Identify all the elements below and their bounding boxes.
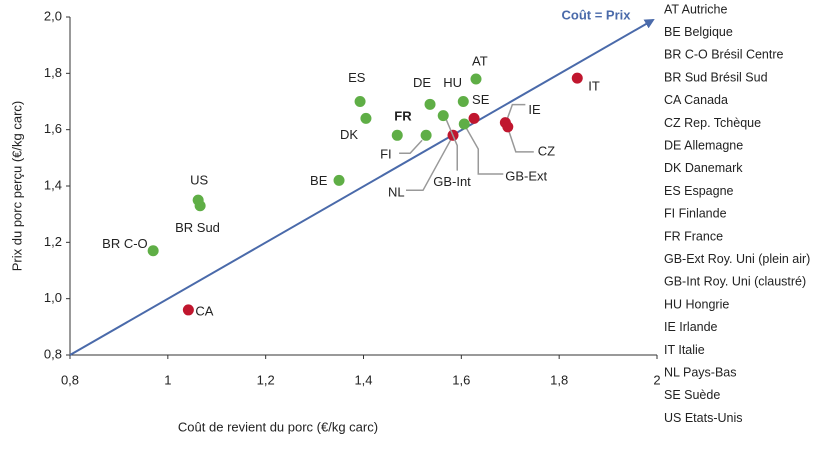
x-tick-label: 0,8 — [61, 372, 79, 387]
legend-entry: NL Pays-Bas — [664, 365, 736, 379]
x-tick-label: 1,6 — [452, 372, 470, 387]
y-tick-label: 2,0 — [44, 8, 62, 23]
point — [458, 118, 470, 130]
point-label: AT — [472, 53, 488, 68]
legend-entry: DE Allemagne — [664, 138, 743, 152]
point-label: DE — [413, 75, 431, 90]
point-label: ES — [348, 70, 366, 85]
y-tick-label: 1,6 — [44, 121, 62, 136]
y-tick-label: 1,4 — [44, 177, 62, 192]
legend-entry: IE Irlande — [664, 320, 718, 334]
point-label: BE — [310, 173, 328, 188]
point — [333, 174, 345, 186]
legend-entry: CZ Rep. Tchèque — [664, 116, 761, 130]
legend-entry: GB-Ext Roy. Uni (plein air) — [664, 252, 810, 266]
legend-entry: FI Finlande — [664, 207, 727, 221]
x-tick-label: 1,2 — [257, 372, 275, 387]
x-axis-title: Coût de revient du porc (€/kg carc) — [178, 419, 378, 434]
point-label: GB-Int — [433, 174, 471, 189]
point — [468, 112, 480, 124]
point — [391, 129, 403, 141]
x-tick-label: 1 — [164, 372, 171, 387]
legend-entry: IT Italie — [664, 343, 705, 357]
point — [470, 73, 482, 85]
point — [457, 96, 469, 107]
point-label: FI — [380, 147, 392, 162]
y-tick-label: 1,0 — [44, 290, 62, 305]
leader-line — [508, 130, 534, 153]
point-label: CZ — [538, 143, 555, 158]
point-label: SE — [472, 92, 490, 107]
leader-line — [406, 138, 452, 192]
y-axis-title: Prix du porc perçu (€/kg carc) — [9, 101, 24, 272]
legend-entry: HU Hongrie — [664, 297, 729, 311]
legend-entry: US Etats-Unis — [664, 411, 743, 425]
leader-line — [465, 127, 504, 175]
point — [360, 112, 372, 124]
point-label: IE — [528, 102, 541, 117]
point-label: US — [190, 173, 208, 188]
point — [182, 304, 194, 316]
legend-entry: BR C-O Brésil Centre — [664, 48, 784, 62]
point — [354, 96, 366, 107]
legend-entry: BE Belgique — [664, 25, 733, 39]
point-label: NL — [388, 185, 405, 200]
leader-line — [445, 119, 458, 171]
point-label: BR Sud — [175, 220, 220, 235]
point — [571, 72, 583, 84]
point-label: FR — [394, 109, 412, 124]
point-label: CA — [195, 303, 213, 318]
x-tick-label: 1,4 — [354, 372, 372, 387]
y-tick-label: 1,2 — [44, 234, 62, 249]
point — [147, 245, 159, 257]
point — [420, 129, 432, 141]
legend-entry: AT Autriche — [664, 2, 728, 16]
point-label: BR C-O — [102, 236, 147, 251]
leader-line — [506, 103, 526, 119]
point-label: DK — [340, 127, 358, 142]
leader-line — [399, 139, 423, 155]
point-label: GB-Ext — [505, 168, 547, 183]
legend-entry: CA Canada — [664, 93, 728, 107]
point-label: IT — [588, 79, 600, 94]
x-tick-label: 1,8 — [550, 372, 568, 387]
point-label: HU — [443, 75, 462, 90]
point — [194, 200, 206, 212]
y-tick-label: 0,8 — [44, 346, 62, 361]
legend-entry: FR France — [664, 229, 723, 243]
point — [437, 110, 449, 122]
point — [424, 98, 436, 110]
legend-entry: DK Danemark — [664, 161, 743, 175]
y-tick-label: 1,8 — [44, 65, 62, 80]
point — [502, 121, 514, 133]
legend-entry: GB-Int Roy. Uni (claustré) — [664, 275, 806, 289]
legend-entry: SE Suède — [664, 388, 720, 402]
legend-entry: ES Espagne — [664, 184, 734, 198]
legend-entry: BR Sud Brésil Sud — [664, 70, 768, 84]
x-tick-label: 2 — [653, 372, 660, 387]
diagonal-line — [69, 19, 655, 356]
diagonal-label: Coût = Prix — [562, 7, 632, 22]
